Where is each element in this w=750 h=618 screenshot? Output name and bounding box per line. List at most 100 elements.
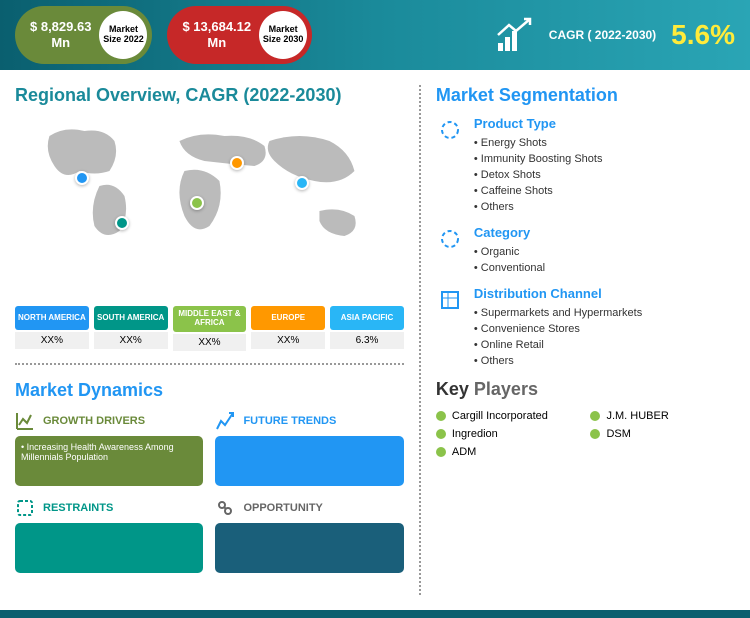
pill1-value: $ 8,829.63: [30, 19, 91, 34]
region-box: NORTH AMERICA XX%: [15, 306, 89, 351]
player-name: Cargill Incorporated: [452, 410, 548, 422]
bullet-icon: [436, 429, 446, 439]
region-box: ASIA PACIFIC 6.3%: [330, 306, 404, 351]
dynamics-icon: [215, 498, 235, 518]
region-row: NORTH AMERICAXX%SOUTH AMERICAXX%MIDDLE E…: [15, 306, 404, 351]
key-prefix: Key: [436, 379, 469, 399]
map-pin: [115, 216, 129, 230]
dynamics-title: Market Dynamics: [15, 380, 404, 401]
market-size-2030-pill: $ 13,684.12Mn Market Size 2030: [167, 6, 312, 64]
segment-item: Supermarkets and Hypermarkets: [474, 305, 735, 321]
region-value: XX%: [251, 332, 325, 349]
dyn-label: RESTRAINTS: [43, 502, 113, 514]
trend-up-icon: [494, 15, 534, 55]
player-name: DSM: [606, 428, 630, 440]
map-pin: [190, 196, 204, 210]
segment-item: Energy Shots: [474, 135, 735, 151]
region-box: EUROPE XX%: [251, 306, 325, 351]
dynamics-icon: [215, 411, 235, 431]
key-players-title: Key Players: [436, 379, 735, 400]
player-name: ADM: [452, 446, 476, 458]
player-item: Cargill Incorporated: [436, 410, 581, 422]
segment-item: Detox Shots: [474, 167, 735, 183]
pill1-unit: Mn: [51, 35, 70, 50]
region-value: XX%: [15, 332, 89, 349]
segment-group: Category OrganicConventional: [436, 225, 735, 276]
player-item: Ingredion: [436, 428, 581, 440]
dynamics-icon: [15, 498, 35, 518]
segment-item: Caffeine Shots: [474, 183, 735, 199]
region-name: ASIA PACIFIC: [330, 306, 404, 330]
footer-bar: [0, 610, 750, 618]
key-suffix: Players: [469, 379, 538, 399]
dynamics-box: GROWTH DRIVERS • Increasing Health Awaren…: [15, 411, 203, 486]
region-name: EUROPE: [251, 306, 325, 330]
divider: [15, 363, 404, 365]
segment-group: Product Type Energy ShotsImmunity Boostin…: [436, 116, 735, 215]
segment-item: Convenience Stores: [474, 321, 735, 337]
pill2-value: $ 13,684.12: [182, 19, 251, 34]
cagr-value: 5.6%: [671, 19, 735, 51]
map-pin: [230, 156, 244, 170]
region-value: 6.3%: [330, 332, 404, 349]
dyn-label: GROWTH DRIVERS: [43, 415, 145, 427]
bullet-icon: [590, 411, 600, 421]
map-pin: [295, 176, 309, 190]
dyn-body: [15, 523, 203, 573]
segment-item: Others: [474, 199, 735, 215]
region-name: SOUTH AMERICA: [94, 306, 168, 330]
header-bar: $ 8,829.63Mn Market Size 2022 $ 13,684.1…: [0, 0, 750, 70]
segment-list: Supermarkets and HypermarketsConvenience…: [474, 305, 735, 369]
region-box: MIDDLE EAST & AFRICA XX%: [173, 306, 247, 351]
dynamics-grid: GROWTH DRIVERS • Increasing Health Awaren…: [15, 411, 404, 573]
dyn-body: [215, 523, 403, 573]
player-item: DSM: [590, 428, 735, 440]
dyn-label: OPPORTUNITY: [243, 502, 322, 514]
segment-title: Product Type: [474, 116, 735, 131]
dynamics-box: RESTRAINTS: [15, 498, 203, 573]
player-name: Ingredion: [452, 428, 498, 440]
pill2-unit: Mn: [207, 35, 226, 50]
segment-icon: [436, 225, 464, 253]
dyn-label: FUTURE TRENDS: [243, 415, 336, 427]
player-item: J.M. HUBER: [590, 410, 735, 422]
region-value: XX%: [94, 332, 168, 349]
segmentation-title: Market Segmentation: [436, 85, 735, 106]
segment-item: Organic: [474, 244, 735, 260]
world-map-icon: [15, 116, 404, 256]
segment-icon: [436, 286, 464, 314]
region-name: MIDDLE EAST & AFRICA: [173, 306, 247, 332]
region-box: SOUTH AMERICA XX%: [94, 306, 168, 351]
map-pin: [75, 171, 89, 185]
dynamics-box: FUTURE TRENDS: [215, 411, 403, 486]
region-value: XX%: [173, 334, 247, 351]
segment-title: Distribution Channel: [474, 286, 735, 301]
pill2-label: Market Size 2030: [259, 11, 307, 59]
bullet-icon: [436, 411, 446, 421]
header-cagr: CAGR ( 2022-2030) 5.6%: [494, 15, 735, 55]
pill1-label: Market Size 2022: [99, 11, 147, 59]
segment-item: Immunity Boosting Shots: [474, 151, 735, 167]
dyn-body: • Increasing Health Awareness Among Mill…: [15, 436, 203, 486]
segment-title: Category: [474, 225, 735, 240]
segment-item: Conventional: [474, 260, 735, 276]
dynamics-box: OPPORTUNITY: [215, 498, 403, 573]
cagr-label: CAGR ( 2022-2030): [549, 28, 656, 42]
segment-item: Others: [474, 353, 735, 369]
dynamics-icon: [15, 411, 35, 431]
player-name: J.M. HUBER: [606, 410, 668, 422]
segment-item: Online Retail: [474, 337, 735, 353]
bullet-icon: [590, 429, 600, 439]
dyn-body: [215, 436, 403, 486]
segment-group: Distribution Channel Supermarkets and Hyp…: [436, 286, 735, 369]
world-map-area: [15, 116, 404, 296]
segment-list: OrganicConventional: [474, 244, 735, 276]
market-size-2022-pill: $ 8,829.63Mn Market Size 2022: [15, 6, 152, 64]
player-item: ADM: [436, 446, 581, 458]
regional-title: Regional Overview, CAGR (2022-2030): [15, 85, 404, 106]
players-grid: Cargill Incorporated J.M. HUBER Ingredion D…: [436, 410, 735, 458]
segment-icon: [436, 116, 464, 144]
bullet-icon: [436, 447, 446, 457]
segment-list: Energy ShotsImmunity Boosting ShotsDetox…: [474, 135, 735, 215]
region-name: NORTH AMERICA: [15, 306, 89, 330]
